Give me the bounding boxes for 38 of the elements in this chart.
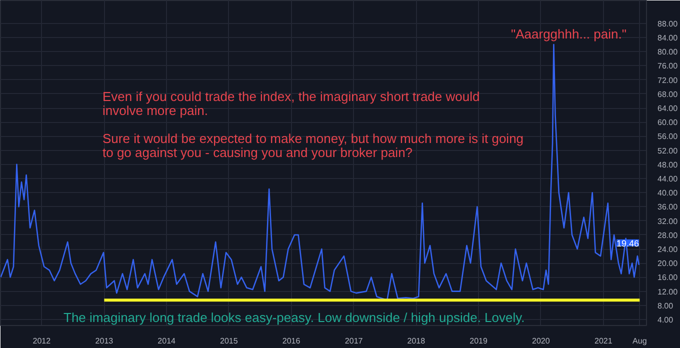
x-tick-label: 2016 <box>282 336 301 346</box>
y-tick-label: 32.00 <box>658 216 678 226</box>
x-tick-label: 2012 <box>32 336 52 346</box>
annotation: Even if you could trade the index, the imaginary short trade would involve more pain. Sure it would be expected to make money, but how much more is it going to go against you - causing you and your broker pain? <box>102 89 524 160</box>
y-tick-label: 56.00 <box>658 132 678 142</box>
x-tick-label: 2015 <box>220 336 238 346</box>
y-tick-label: 16.00 <box>658 273 678 282</box>
y-tick-label: 4.00 <box>658 316 674 325</box>
y-tick-label: 52.00 <box>658 146 678 156</box>
y-tick-label: 24.00 <box>658 245 678 254</box>
y-tick-label: 88.00 <box>658 19 678 28</box>
x-tick-label: 2018 <box>407 336 426 346</box>
y-tick-label: 68.00 <box>658 90 678 99</box>
x-tick-label: Aug <box>632 336 647 346</box>
y-tick-label: 64.00 <box>658 104 678 114</box>
y-tick-label: 48.00 <box>658 160 678 170</box>
y-tick-label: 60.00 <box>658 118 678 128</box>
y-tick-label: 44.00 <box>658 174 678 184</box>
x-tick-label: 2019 <box>470 336 488 346</box>
line-series <box>0 44 640 301</box>
x-tick-label: 2020 <box>532 336 550 346</box>
y-tick-label: 28.00 <box>658 230 678 240</box>
y-tick-label: 8.00 <box>658 301 674 310</box>
x-tick-label: 2014 <box>158 336 176 346</box>
annotation: "Aaargghhh... pain." <box>510 26 627 42</box>
annotation: The imaginary long trade looks easy-peasy. Low downside / high upside. Lovely. <box>64 310 525 325</box>
y-tick-label: 76.00 <box>658 62 678 71</box>
y-tick-label: 80.00 <box>658 48 678 57</box>
y-tick-label: 40.00 <box>658 188 678 198</box>
y-tick-label: 84.00 <box>658 34 678 43</box>
y-tick-label: 36.00 <box>658 202 678 212</box>
x-tick-label: 2021 <box>594 336 613 346</box>
y-tick-label: 12.00 <box>658 287 678 296</box>
y-tick-label: 20.00 <box>658 259 678 268</box>
x-tick-label: 2013 <box>95 336 114 346</box>
x-tick-label: 2017 <box>344 336 364 346</box>
y-tick-label: 72.00 <box>658 76 678 85</box>
annotation: 19.46 <box>616 238 639 248</box>
